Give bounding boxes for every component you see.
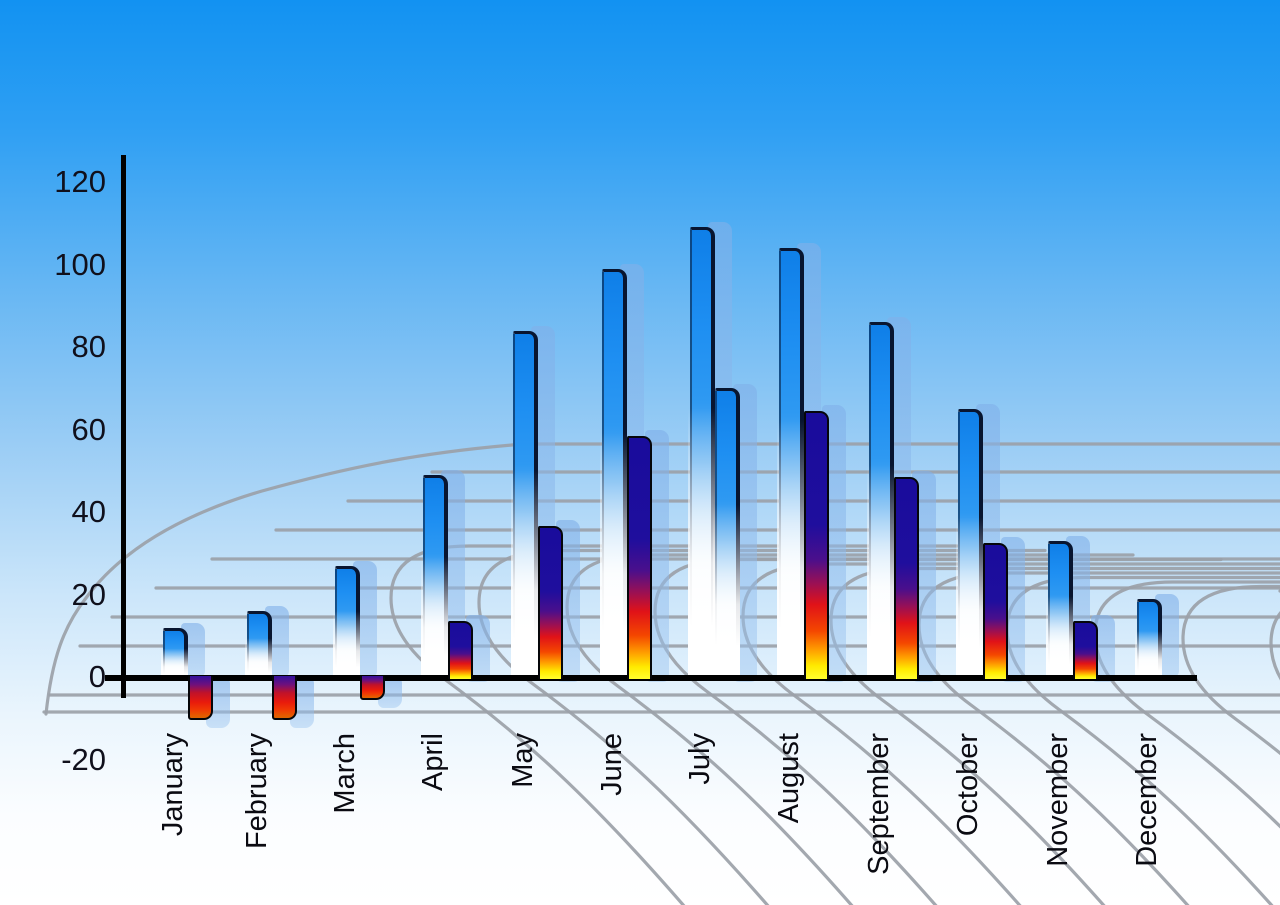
month-label-december: December: [1131, 733, 1163, 867]
month-label-october: October: [952, 733, 984, 837]
bar-july-series1: [688, 226, 715, 681]
month-label-september: September: [863, 733, 895, 875]
y-tick-label-20: 20: [71, 576, 106, 612]
bar-january-series1: [161, 626, 188, 681]
month-label-august: August: [773, 733, 805, 824]
bar-october-series1: [956, 407, 983, 682]
month-label-july: July: [684, 733, 716, 785]
bar-april-series1: [421, 473, 448, 682]
bar-july-series2: [713, 387, 740, 681]
bar-april-series2: [448, 621, 473, 679]
bar-september-series2: [894, 476, 919, 679]
month-label-january: January: [157, 733, 189, 837]
y-tick-label-0: 0: [88, 659, 106, 694]
bar-june-series2: [627, 435, 652, 679]
bar-march-series2: [360, 676, 385, 700]
bar-february-series1: [245, 610, 272, 681]
y-tick-label-40: 40: [71, 494, 106, 529]
month-label-november: November: [1042, 733, 1074, 867]
y-tick-label-80: 80: [71, 329, 106, 364]
bar-february-series2: [272, 676, 297, 721]
bar-september-series1: [867, 321, 894, 681]
y-tick-label-120: 120: [54, 164, 106, 199]
y-tick-label--20: -20: [61, 741, 106, 777]
bar-august-series2: [804, 410, 829, 679]
month-label-april: April: [417, 733, 449, 792]
y-tick-label-60: 60: [71, 411, 106, 447]
bar-november-series2: [1073, 621, 1098, 679]
bar-may-series2: [538, 526, 563, 679]
bar-june-series1: [600, 267, 627, 682]
bar-january-series2: [188, 676, 213, 721]
month-label-june: June: [596, 733, 628, 796]
bar-december-series1: [1135, 597, 1162, 682]
month-label-march: March: [329, 733, 361, 814]
bar-august-series1: [777, 247, 804, 681]
bar-november-series1: [1046, 539, 1073, 682]
y-axis-line: [121, 155, 126, 698]
bar-march-series1: [333, 564, 360, 682]
bar-may-series1: [511, 329, 538, 681]
bar-october-series2: [983, 542, 1008, 679]
month-label-may: May: [507, 733, 539, 788]
month-label-february: February: [241, 733, 273, 850]
y-tick-label-100: 100: [54, 246, 106, 282]
